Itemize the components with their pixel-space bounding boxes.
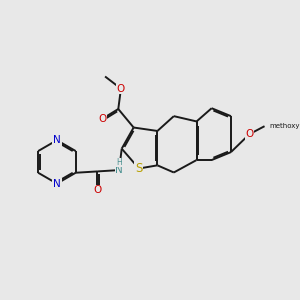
Text: N: N [53, 135, 61, 145]
Text: O: O [93, 185, 101, 196]
Text: S: S [135, 162, 142, 175]
Text: O: O [245, 129, 253, 139]
Text: N: N [115, 165, 123, 175]
Text: methoxy: methoxy [269, 123, 300, 129]
Text: O: O [98, 114, 106, 124]
Text: H: H [116, 158, 122, 167]
Text: N: N [53, 178, 61, 189]
Text: O: O [117, 84, 125, 94]
